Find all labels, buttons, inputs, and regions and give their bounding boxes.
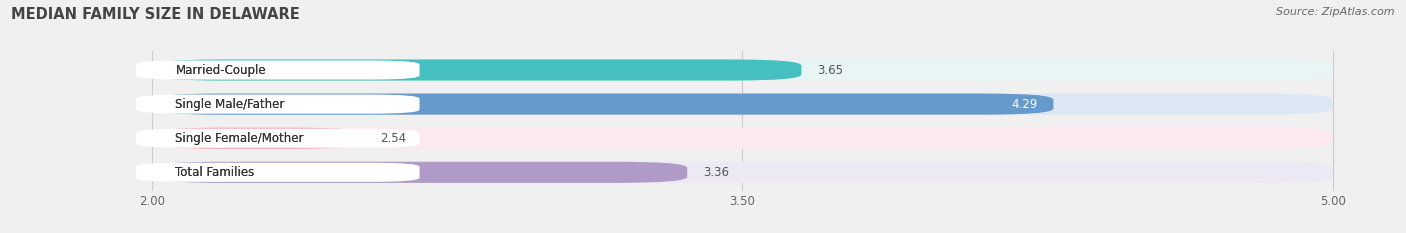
- FancyBboxPatch shape: [152, 128, 1333, 149]
- Text: Single Female/Mother: Single Female/Mother: [176, 132, 304, 145]
- FancyBboxPatch shape: [152, 162, 1333, 183]
- Text: Single Female/Mother: Single Female/Mother: [176, 132, 304, 145]
- FancyBboxPatch shape: [136, 163, 419, 182]
- FancyBboxPatch shape: [152, 93, 1333, 115]
- Text: Single Male/Father: Single Male/Father: [176, 98, 285, 111]
- FancyBboxPatch shape: [136, 61, 419, 79]
- Text: Total Families: Total Families: [176, 166, 254, 179]
- FancyBboxPatch shape: [152, 59, 1333, 81]
- Text: 3.36: 3.36: [703, 166, 728, 179]
- Text: Married-Couple: Married-Couple: [176, 64, 266, 76]
- FancyBboxPatch shape: [152, 162, 688, 183]
- FancyBboxPatch shape: [152, 59, 801, 81]
- FancyBboxPatch shape: [136, 129, 419, 148]
- Text: 4.29: 4.29: [1011, 98, 1038, 111]
- Text: Total Families: Total Families: [176, 166, 254, 179]
- Text: 2.54: 2.54: [380, 132, 406, 145]
- Text: Source: ZipAtlas.com: Source: ZipAtlas.com: [1277, 7, 1395, 17]
- Text: Single Male/Father: Single Male/Father: [176, 98, 285, 111]
- Text: 3.65: 3.65: [817, 64, 844, 76]
- FancyBboxPatch shape: [152, 93, 1053, 115]
- FancyBboxPatch shape: [136, 95, 419, 114]
- FancyBboxPatch shape: [152, 128, 364, 149]
- Text: Married-Couple: Married-Couple: [176, 64, 266, 76]
- Text: MEDIAN FAMILY SIZE IN DELAWARE: MEDIAN FAMILY SIZE IN DELAWARE: [11, 7, 299, 22]
